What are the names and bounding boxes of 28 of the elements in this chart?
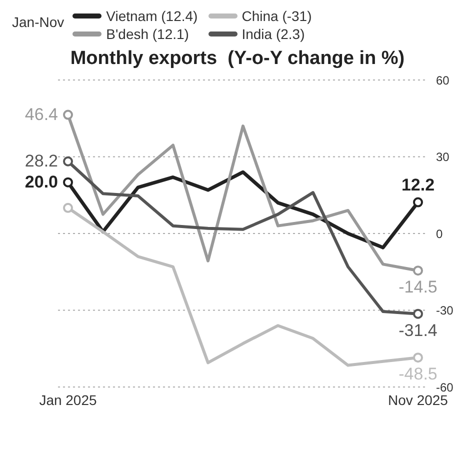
legend-label: China (-31) [242, 8, 312, 24]
data-label: -31.4 [398, 320, 438, 340]
legend-label: India (2.3) [242, 26, 305, 42]
y-tick-label: 0 [436, 226, 443, 241]
point [63, 202, 73, 213]
chart-title: Monthly exports (Y-o-Y change in %) [69, 48, 406, 70]
data-label: 28.2 [24, 151, 58, 170]
y-tick-label: -30 [436, 304, 454, 318]
point [413, 352, 423, 363]
point [63, 110, 73, 120]
data-label: -14.5 [398, 278, 438, 297]
point [413, 266, 423, 276]
point [63, 177, 73, 188]
point [413, 197, 423, 208]
data-label: 12.2 [401, 175, 435, 194]
y-tick-label: -60 [436, 380, 454, 394]
data-label: 20.0 [24, 172, 58, 192]
legend-label: Vietnam (12.4) [106, 8, 198, 24]
y-tick-label: 30 [436, 150, 450, 164]
data-label: 46.4 [24, 104, 58, 124]
legend-title: Jan-Nov [12, 13, 64, 30]
point [413, 308, 423, 319]
point [63, 156, 73, 166]
x-tick-label: Nov 2025 [388, 392, 448, 408]
y-tick-label: 60 [436, 73, 450, 88]
x-tick-label: Jan 2025 [39, 392, 98, 408]
legend-label: B'desh (12.1) [106, 26, 189, 42]
data-label: -48.5 [398, 364, 438, 384]
